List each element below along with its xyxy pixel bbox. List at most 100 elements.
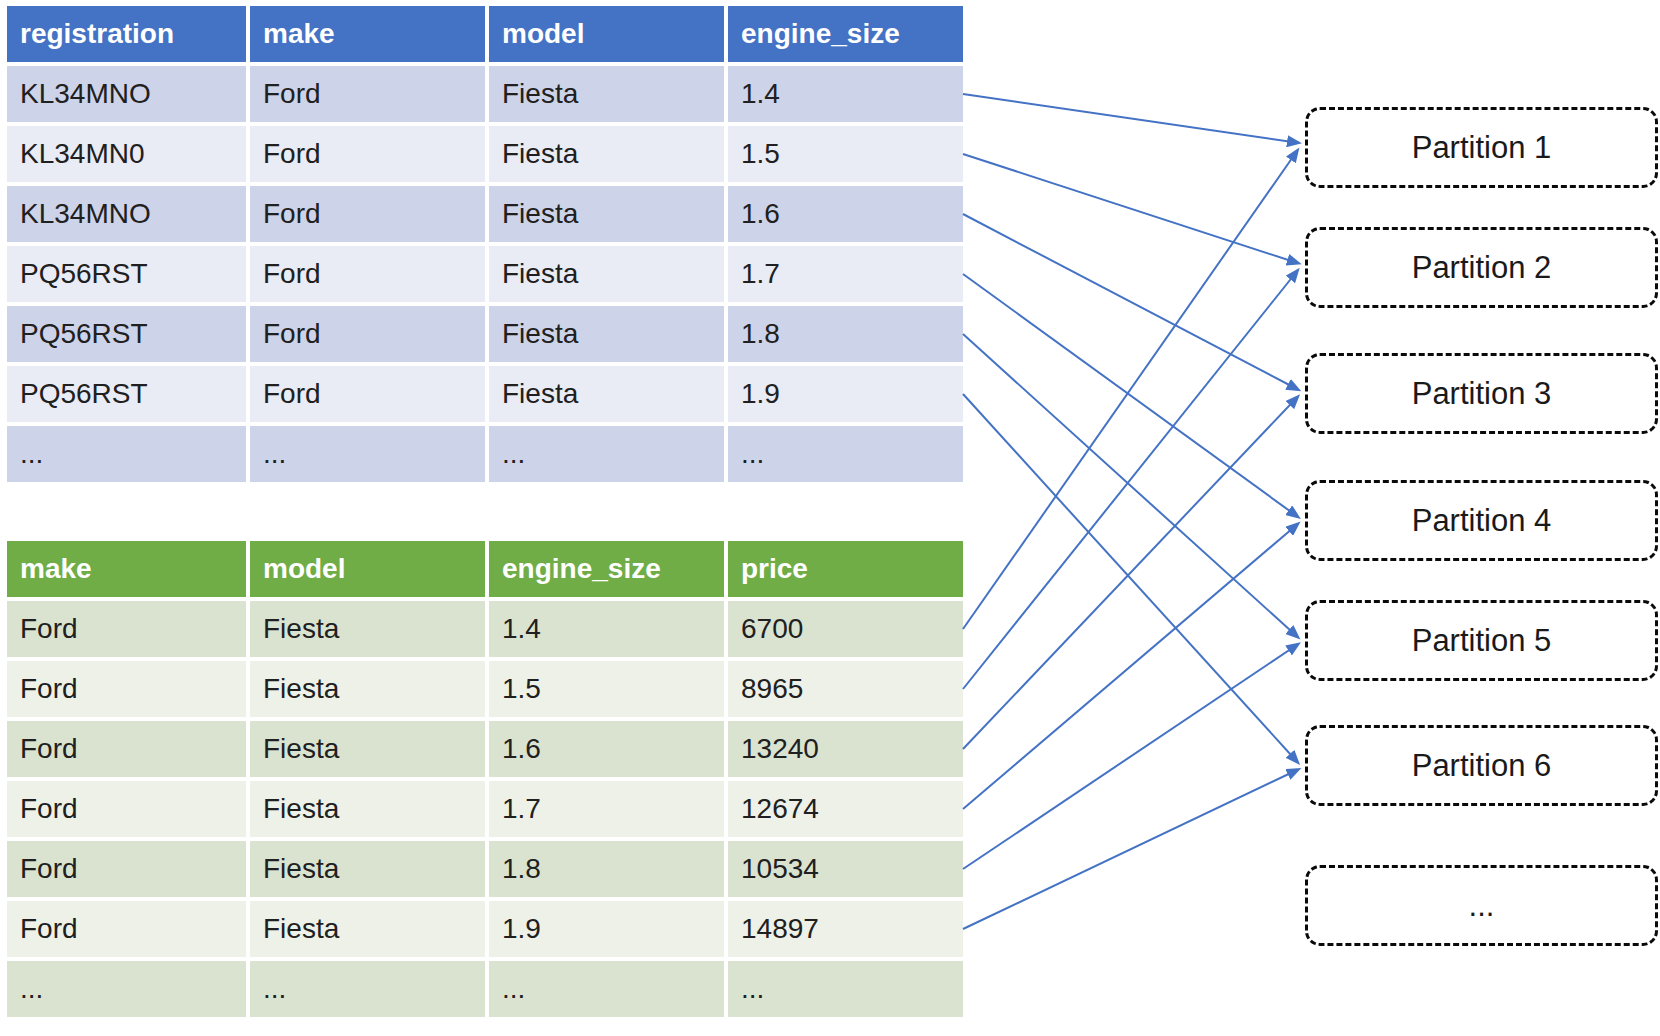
partition-label: Partition 3 (1412, 376, 1552, 412)
partition-box-more: ... (1305, 865, 1658, 946)
arrow-line (963, 153, 1296, 630)
partition-box: Partition 4 (1305, 480, 1658, 561)
partition-box: Partition 3 (1305, 353, 1658, 434)
column-header: registration (7, 6, 246, 62)
table-cell: 1.4 (724, 62, 963, 122)
table-cell: ... (7, 422, 246, 482)
table-row: KL34MN0FordFiesta1.5 (7, 122, 963, 182)
table-cell: 14897 (724, 897, 963, 957)
header-row: registrationmakemodelengine_size (7, 6, 963, 62)
arrow-line (963, 94, 1296, 143)
table-cell: 1.8 (485, 837, 724, 897)
table-cell: 1.9 (724, 362, 963, 422)
arrow-line (963, 399, 1296, 750)
column-header: engine_size (485, 541, 724, 597)
table-cell: Fiesta (246, 897, 485, 957)
column-header: model (246, 541, 485, 597)
table-row: FordFiesta1.914897 (7, 897, 963, 957)
table-row: ............ (7, 422, 963, 482)
arrow-line (963, 526, 1296, 810)
table-cell: 1.5 (724, 122, 963, 182)
table-cell: Fiesta (485, 122, 724, 182)
table-row: PQ56RSTFordFiesta1.8 (7, 302, 963, 362)
table-cell: Ford (7, 777, 246, 837)
partition-box: Partition 6 (1305, 725, 1658, 806)
table-cell: Fiesta (485, 62, 724, 122)
table-cell: 10534 (724, 837, 963, 897)
table-cell: ... (724, 957, 963, 1017)
table-row: KL34MNOFordFiesta1.6 (7, 182, 963, 242)
column-header: model (485, 6, 724, 62)
table-cell: Fiesta (246, 717, 485, 777)
table-row: FordFiesta1.810534 (7, 837, 963, 897)
table-cell: Fiesta (246, 657, 485, 717)
table-cell: Ford (7, 597, 246, 657)
table-row: PQ56RSTFordFiesta1.7 (7, 242, 963, 302)
table-cell: ... (724, 422, 963, 482)
arrow-line (963, 646, 1296, 870)
table-cell: Ford (7, 717, 246, 777)
table-cell: Ford (246, 182, 485, 242)
partition-label: Partition 5 (1412, 623, 1552, 659)
table-cell: 1.4 (485, 597, 724, 657)
partition-box: Partition 1 (1305, 107, 1658, 188)
table-cell: 12674 (724, 777, 963, 837)
table-cell: KL34MNO (7, 62, 246, 122)
partition-box: Partition 2 (1305, 227, 1658, 308)
partitioning-diagram: registrationmakemodelengine_sizeKL34MNOF… (0, 0, 1660, 1036)
table-row: FordFiesta1.46700 (7, 597, 963, 657)
column-header: engine_size (724, 6, 963, 62)
table-cell: Ford (246, 362, 485, 422)
table-cell: 1.7 (724, 242, 963, 302)
table-cell: 1.9 (485, 897, 724, 957)
arrow-line (963, 154, 1296, 263)
table-cell: Ford (246, 122, 485, 182)
table-cell: KL34MN0 (7, 122, 246, 182)
table-cell: Fiesta (485, 302, 724, 362)
column-header: price (724, 541, 963, 597)
table-cell: 1.8 (724, 302, 963, 362)
partition-label: Partition 1 (1412, 130, 1552, 166)
table-cell: Ford (7, 657, 246, 717)
partition-box: Partition 5 (1305, 600, 1658, 681)
table-cell: 1.6 (485, 717, 724, 777)
table-row: FordFiesta1.613240 (7, 717, 963, 777)
arrow-line (963, 771, 1296, 930)
partition-label: Partition 2 (1412, 250, 1552, 286)
table-cell: Fiesta (246, 837, 485, 897)
table-cell: Ford (7, 837, 246, 897)
arrow-line (963, 214, 1296, 389)
table-cell: Ford (246, 62, 485, 122)
table-row: FordFiesta1.712674 (7, 777, 963, 837)
table-cell: 8965 (724, 657, 963, 717)
table-cell: Ford (246, 302, 485, 362)
table-cell: Fiesta (246, 597, 485, 657)
header-row: makemodelengine_sizeprice (7, 541, 963, 597)
partition-label: Partition 4 (1412, 503, 1552, 539)
table-cell: 1.6 (724, 182, 963, 242)
table-cell: ... (246, 422, 485, 482)
arrow-line (963, 273, 1296, 690)
table-cell: ... (246, 957, 485, 1017)
table-cell: PQ56RST (7, 242, 246, 302)
partition-label: ... (1469, 888, 1495, 924)
table-cell: ... (485, 957, 724, 1017)
table-cell: 1.7 (485, 777, 724, 837)
table-cell: Fiesta (246, 777, 485, 837)
table-row: ............ (7, 957, 963, 1017)
table-row: PQ56RSTFordFiesta1.9 (7, 362, 963, 422)
partition-label: Partition 6 (1412, 748, 1552, 784)
table-cell: Fiesta (485, 182, 724, 242)
registration-table: registrationmakemodelengine_sizeKL34MNOF… (7, 6, 963, 482)
table-row: FordFiesta1.58965 (7, 657, 963, 717)
arrow-line (963, 394, 1296, 761)
price-table: makemodelengine_sizepriceFordFiesta1.467… (7, 541, 963, 1017)
table-cell: ... (485, 422, 724, 482)
table-cell: ... (7, 957, 246, 1017)
table-row: KL34MNOFordFiesta1.4 (7, 62, 963, 122)
table-cell: Fiesta (485, 242, 724, 302)
column-header: make (246, 6, 485, 62)
table-cell: 13240 (724, 717, 963, 777)
table-cell: 1.5 (485, 657, 724, 717)
table-cell: PQ56RST (7, 302, 246, 362)
